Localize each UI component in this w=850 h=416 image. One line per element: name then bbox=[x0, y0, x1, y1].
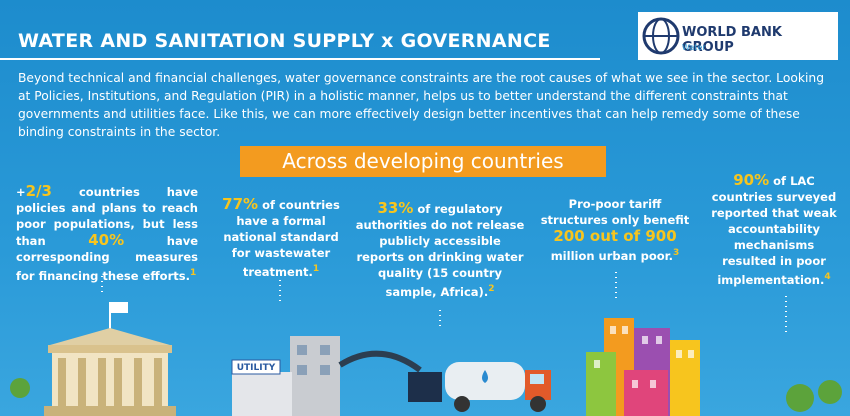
logo-subtitle: Water bbox=[682, 43, 706, 52]
stat-text: + bbox=[16, 185, 26, 199]
stat-text: Pro-poor tariff structures only benefit bbox=[540, 197, 690, 227]
stat-highlight: 77% bbox=[222, 195, 259, 213]
footnote-marker: 3 bbox=[673, 248, 680, 258]
city-buildings bbox=[586, 318, 700, 416]
stat: 90% of LAC countries surveyed reported t… bbox=[710, 172, 838, 288]
stat-text: of regulatory authorities do not release… bbox=[355, 202, 525, 299]
dotted-connectors bbox=[101, 272, 787, 332]
footnote-marker: 4 bbox=[824, 272, 831, 282]
stat-highlight: 200 out of 900 bbox=[553, 227, 677, 245]
stat-highlight: 2/3 bbox=[25, 182, 52, 200]
logo-name: WORLD BANK GROUP bbox=[682, 25, 782, 55]
stat: Pro-poor tariff structures only benefit … bbox=[540, 196, 690, 264]
stat-text: of LAC countries surveyed reported that … bbox=[711, 174, 837, 287]
footnote-marker: 1 bbox=[312, 264, 320, 274]
footnote-marker: 1 bbox=[189, 268, 197, 278]
footnote-marker: 2 bbox=[488, 284, 495, 294]
stat-text: have corresponding measures for financin… bbox=[16, 234, 199, 283]
stat-text: countries have policies and plans to rea… bbox=[16, 185, 198, 248]
stat: +2/3 countries have policies and plans t… bbox=[16, 183, 198, 284]
globe-icon bbox=[642, 17, 680, 55]
title: WATER AND SANITATION SUPPLY x GOVERNANCE bbox=[18, 30, 551, 52]
stat: 77% of countries have a formal national … bbox=[222, 196, 340, 280]
banner: Across developing countries bbox=[240, 146, 606, 177]
stat-text: of countries have a formal national stan… bbox=[223, 198, 340, 279]
stat-highlight: 90% bbox=[733, 171, 770, 189]
logo: WORLD BANK GROUP Water bbox=[638, 12, 838, 60]
stat-highlight: 40% bbox=[88, 231, 125, 249]
government-building bbox=[44, 302, 176, 416]
trees bbox=[10, 378, 842, 412]
intro-text: Beyond technical and financial challenge… bbox=[18, 71, 824, 139]
water-truck bbox=[408, 362, 551, 412]
title-underline bbox=[0, 58, 600, 60]
utility-sign: UTILITY bbox=[237, 363, 276, 373]
stat-text: million urban poor. bbox=[550, 248, 674, 263]
stat: 33% of regulatory authorities do not rel… bbox=[355, 200, 525, 300]
stat-highlight: 33% bbox=[377, 199, 414, 217]
utility-building: UTILITY bbox=[231, 336, 422, 416]
